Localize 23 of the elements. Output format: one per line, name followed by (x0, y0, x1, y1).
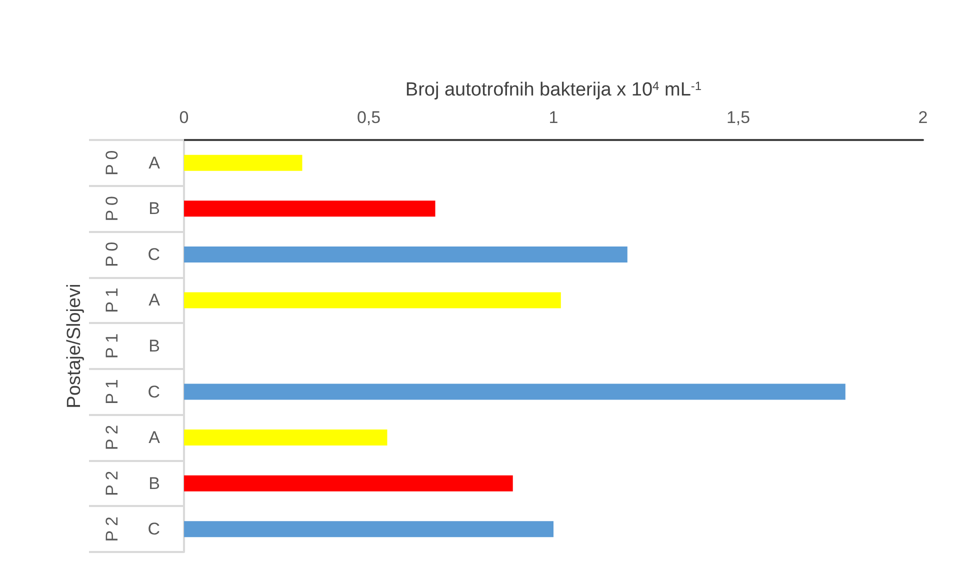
category-label: P 1 C (102, 379, 160, 404)
category-label: P 1 B (102, 333, 160, 359)
category-label: P 0 A (102, 150, 160, 176)
x-tick-label: 0 (179, 108, 189, 127)
bar (184, 246, 628, 262)
bar (184, 292, 561, 308)
category-label: P 2 C (102, 516, 160, 542)
bar (184, 430, 388, 446)
bar (184, 384, 846, 400)
x-tick-label: 2 (918, 108, 928, 127)
x-tick-label: 0,5 (356, 108, 381, 127)
x-tick-label: 1,5 (726, 108, 750, 127)
bar (184, 475, 513, 492)
category-label: P 0 B (102, 196, 160, 222)
y-axis-title: Postaje/Slojevi (64, 284, 85, 408)
category-label: P 2 B (102, 470, 160, 496)
bar (184, 521, 554, 538)
category-label: P 0 C (102, 242, 160, 268)
bar (184, 200, 436, 217)
category-label: P 1 A (102, 288, 160, 313)
category-label: P 2 A (102, 424, 160, 450)
x-tick-label: 1 (548, 108, 558, 127)
bar (184, 154, 302, 171)
